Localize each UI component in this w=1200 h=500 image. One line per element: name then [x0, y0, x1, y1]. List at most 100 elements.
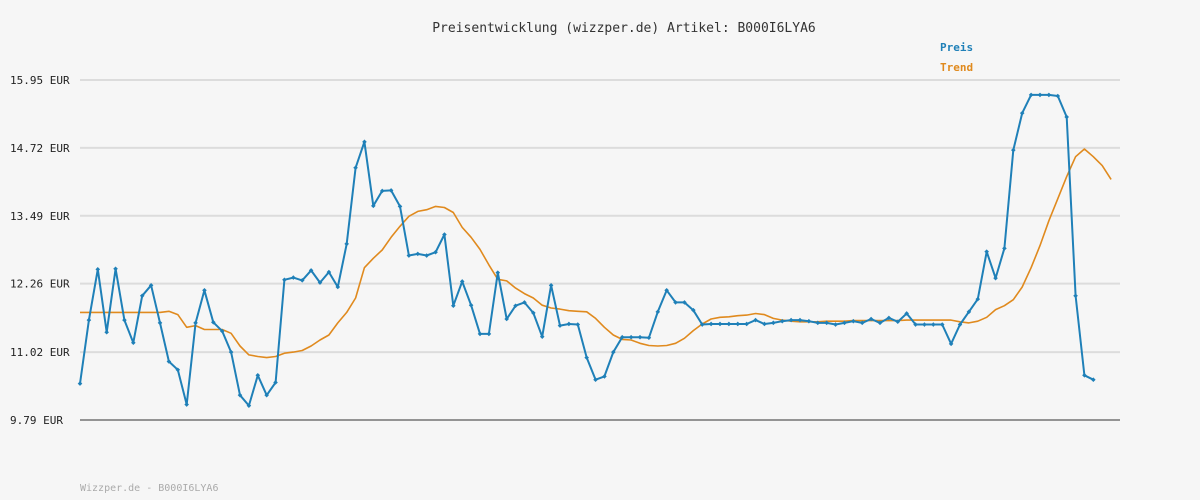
data-point-preis [824, 320, 829, 326]
data-point-preis [139, 293, 145, 299]
data-point-preis [584, 355, 589, 360]
data-point-preis [948, 341, 954, 347]
data-point-preis [379, 188, 385, 194]
data-point-preis [1002, 246, 1007, 251]
data-point-preis [699, 322, 705, 327]
data-point-preis [557, 323, 563, 328]
data-point-preis [1082, 372, 1087, 378]
data-point-preis [717, 321, 723, 327]
y-tick-label: 11.02 EUR [10, 346, 70, 359]
data-point-preis [984, 249, 989, 254]
data-point-preis [104, 329, 109, 335]
data-point-preis [575, 322, 581, 327]
legend-entry-preis: Preis [940, 41, 973, 54]
y-tick-label: 12.26 EUR [10, 278, 70, 291]
data-point-preis [184, 402, 189, 407]
y-axis: 9.79 EUR 11.02 EUR 12.26 EUR 13.49 EUR 14.72… [10, 74, 70, 427]
data-point-preis [95, 267, 101, 272]
data-point-preis [673, 300, 678, 305]
y-tick-label: 9.79 EUR [10, 414, 63, 427]
data-point-preis [166, 359, 172, 364]
data-point-preis [646, 335, 652, 341]
data-point-preis [682, 300, 687, 305]
data-point-preis [504, 316, 509, 322]
data-point-preis [815, 320, 821, 326]
data-point-preis [566, 321, 572, 327]
data-point-preis [895, 319, 901, 325]
data-point-preis [771, 320, 776, 326]
data-point-preis [762, 321, 767, 327]
footer-text: Wizzper.de - B000I6LYA6 [80, 483, 218, 494]
data-point-preis [335, 284, 341, 290]
grid-lines [80, 79, 1120, 354]
data-point-preis [993, 275, 998, 281]
data-point-preis [1073, 293, 1078, 299]
data-point-preis [877, 320, 883, 326]
data-point-preis [539, 334, 545, 339]
data-point-preis [451, 303, 456, 309]
data-point-preis [1055, 93, 1061, 99]
data-point-preis [868, 316, 874, 322]
legend: Preis Trend [940, 41, 973, 74]
data-point-preis [628, 334, 634, 340]
data-point-preis [157, 320, 163, 326]
data-point-preis [362, 139, 367, 145]
data-point-preis [833, 322, 838, 327]
data-point-preis [326, 269, 332, 275]
data-point-preis [406, 253, 412, 258]
data-point-preis [726, 321, 732, 327]
data-point-preis [513, 303, 518, 309]
data-point-preis [708, 321, 714, 327]
data-point-preis [1019, 110, 1025, 116]
data-point-preis [913, 322, 918, 327]
y-tick-label: 15.95 EUR [10, 74, 70, 87]
data-point-preis [353, 165, 358, 171]
data-point-preis [904, 311, 909, 316]
data-point-preis [1046, 92, 1052, 98]
y-tick-label: 13.49 EUR [10, 210, 70, 223]
chart-title: Preisentwicklung (wizzper.de) Artikel: B… [432, 21, 816, 36]
data-point-preis [246, 403, 252, 408]
data-point-preis [664, 287, 669, 293]
data-point-preis [468, 302, 474, 308]
data-point-preis [691, 307, 696, 313]
data-point-preis [388, 188, 394, 193]
data-point-preis [779, 318, 785, 324]
data-point-preis [966, 309, 972, 315]
data-point-preis [477, 331, 483, 337]
data-point-preis [1064, 114, 1069, 120]
data-point-preis [939, 322, 945, 327]
series-group [77, 92, 1112, 408]
data-point-preis [611, 349, 616, 355]
data-point-preis [931, 322, 936, 327]
data-point-preis [291, 275, 296, 280]
data-point-preis [148, 283, 154, 288]
data-point-preis [1011, 147, 1016, 153]
data-point-preis [797, 317, 803, 323]
data-point-preis [344, 241, 349, 247]
data-point-preis [637, 334, 643, 340]
data-point-preis [922, 322, 927, 327]
data-point-preis [788, 317, 794, 323]
data-point-preis [308, 268, 314, 273]
data-point-preis [264, 392, 269, 398]
data-point-preis [371, 203, 376, 209]
data-point-preis [957, 322, 963, 327]
data-point-preis [77, 381, 83, 386]
data-point-preis [735, 321, 741, 327]
data-point-preis [131, 340, 136, 346]
data-point-preis [282, 277, 287, 283]
data-point-preis [299, 278, 305, 283]
data-point-preis [1028, 92, 1034, 98]
data-point-preis [122, 317, 127, 323]
series-line-trend [80, 148, 1112, 359]
data-point-preis [486, 331, 492, 337]
data-point-preis [219, 328, 225, 334]
data-point-preis [442, 232, 447, 237]
data-point-preis [459, 279, 465, 284]
data-point-preis [744, 321, 749, 327]
data-point-preis [397, 204, 403, 209]
data-point-preis [273, 380, 278, 385]
